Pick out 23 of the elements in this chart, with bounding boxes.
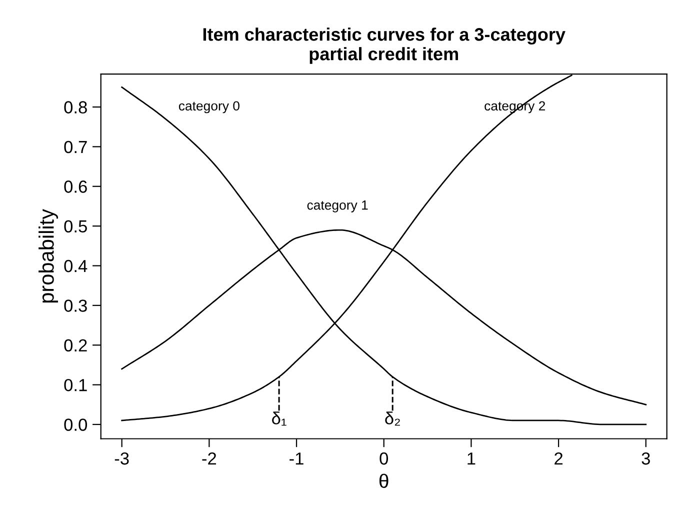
x-axis-title: θ [379, 474, 388, 488]
y-tick-label: 0.4 [64, 260, 88, 272]
ref-line-label: δ₂ [385, 412, 400, 426]
y-tick-label: 0.3 [64, 300, 87, 312]
chart-title: Item characteristic curves for a 3-category partial credit item [203, 28, 566, 64]
y-tick-label: 0.8 [64, 101, 87, 114]
x-tick-label: -1 [290, 452, 304, 465]
y-tick-label: 0.7 [64, 140, 87, 154]
y-tick-label: 0.1 [64, 378, 87, 392]
x-tick-label: 2 [554, 452, 562, 465]
x-tick-label: 1 [468, 452, 476, 465]
y-tick-label: 0.5 [64, 220, 87, 233]
y-tick-label: 0.2 [64, 339, 87, 352]
x-tick-label: 3 [642, 452, 650, 465]
x-tick-label: 0 [380, 452, 388, 465]
x-tick-label: -3 [114, 452, 129, 465]
ref-line-label: δ₁ [272, 412, 286, 426]
x-tick-label: -2 [202, 452, 216, 465]
series-label: category 0 [178, 101, 240, 114]
series-label: category 1 [307, 200, 368, 212]
y-tick-label: 0.6 [64, 180, 87, 193]
y-tick-label: 0.0 [64, 418, 87, 431]
y-axis-title: probability [38, 208, 58, 303]
